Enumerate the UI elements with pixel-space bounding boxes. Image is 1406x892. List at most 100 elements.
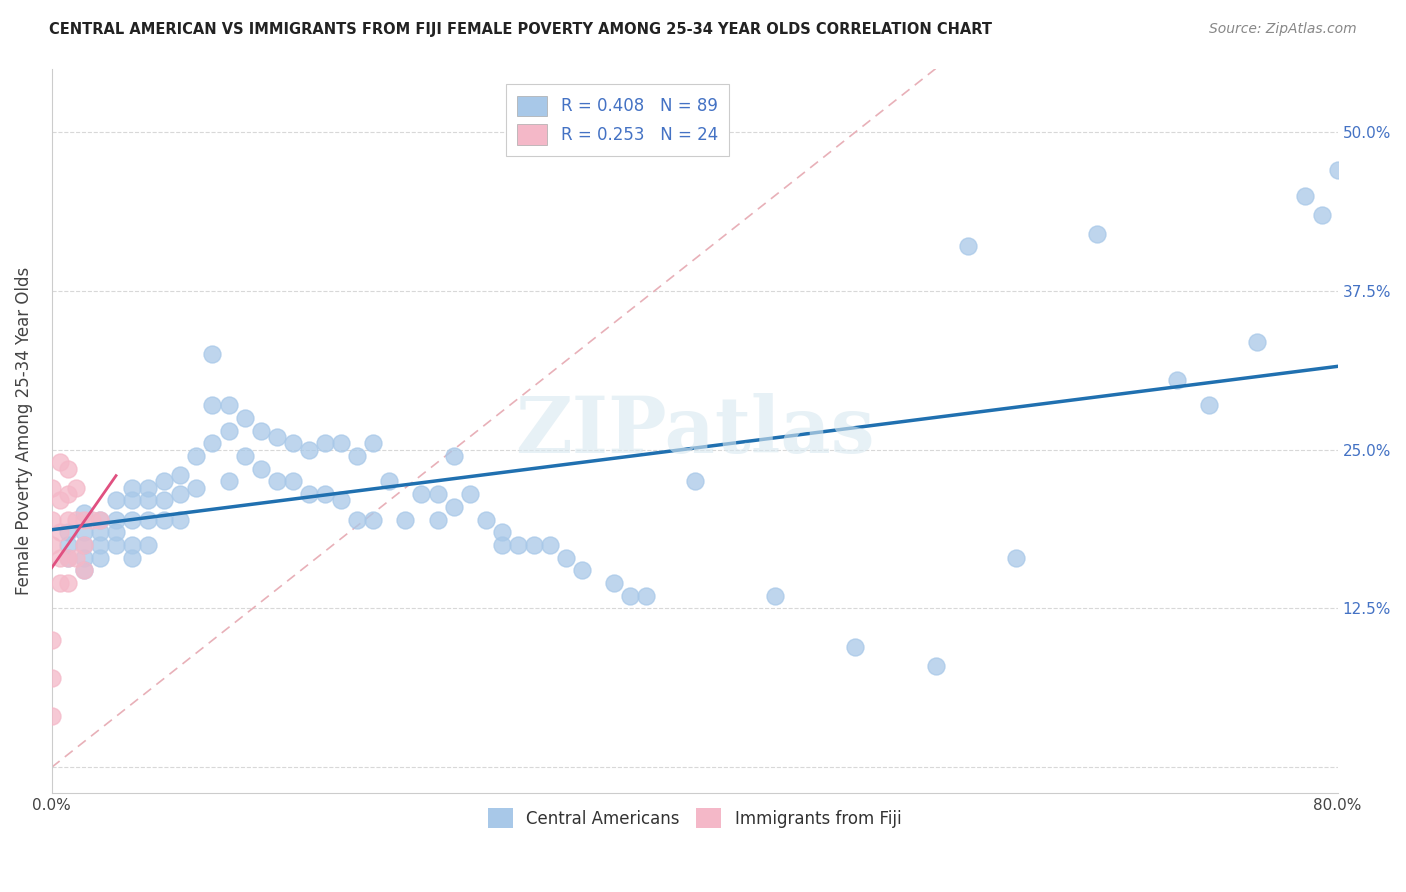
Point xyxy=(844,640,866,654)
Point xyxy=(571,563,593,577)
Point xyxy=(603,576,626,591)
Point xyxy=(73,563,96,577)
Point xyxy=(73,506,96,520)
Point xyxy=(49,576,72,591)
Point xyxy=(105,525,128,540)
Point xyxy=(136,538,159,552)
Point xyxy=(56,487,79,501)
Point xyxy=(361,436,384,450)
Point xyxy=(105,493,128,508)
Point xyxy=(186,449,208,463)
Point xyxy=(925,658,948,673)
Point xyxy=(458,487,481,501)
Text: Source: ZipAtlas.com: Source: ZipAtlas.com xyxy=(1209,22,1357,37)
Point xyxy=(73,538,96,552)
Point xyxy=(136,481,159,495)
Point xyxy=(169,512,191,526)
Point xyxy=(523,538,546,552)
Point xyxy=(281,475,304,489)
Point xyxy=(89,538,111,552)
Point xyxy=(121,512,143,526)
Point xyxy=(153,512,176,526)
Point xyxy=(1166,373,1188,387)
Point xyxy=(314,436,336,450)
Point xyxy=(89,550,111,565)
Point xyxy=(136,493,159,508)
Point xyxy=(1326,163,1348,178)
Point xyxy=(249,424,271,438)
Point xyxy=(56,550,79,565)
Point xyxy=(491,525,513,540)
Point xyxy=(56,538,79,552)
Point xyxy=(169,468,191,483)
Point xyxy=(266,475,288,489)
Point xyxy=(186,481,208,495)
Point xyxy=(89,512,111,526)
Point xyxy=(956,239,979,253)
Point xyxy=(298,487,321,501)
Point xyxy=(346,449,368,463)
Point xyxy=(426,487,449,501)
Point xyxy=(474,512,496,526)
Point xyxy=(201,398,224,412)
Point xyxy=(201,436,224,450)
Point xyxy=(394,512,416,526)
Point xyxy=(121,550,143,565)
Point xyxy=(218,475,240,489)
Point xyxy=(169,487,191,501)
Point xyxy=(1198,398,1220,412)
Point xyxy=(619,589,641,603)
Point xyxy=(65,512,87,526)
Legend: Central Americans, Immigrants from Fiji: Central Americans, Immigrants from Fiji xyxy=(481,801,908,835)
Point xyxy=(1295,188,1317,202)
Point xyxy=(1005,550,1028,565)
Point xyxy=(763,589,786,603)
Point xyxy=(683,475,706,489)
Point xyxy=(298,442,321,457)
Point xyxy=(330,436,353,450)
Point xyxy=(56,550,79,565)
Point xyxy=(41,512,63,526)
Point xyxy=(314,487,336,501)
Point xyxy=(1246,334,1268,349)
Point xyxy=(56,525,79,540)
Point xyxy=(555,550,578,565)
Point xyxy=(378,475,401,489)
Point xyxy=(538,538,561,552)
Point xyxy=(41,481,63,495)
Point xyxy=(73,538,96,552)
Y-axis label: Female Poverty Among 25-34 Year Olds: Female Poverty Among 25-34 Year Olds xyxy=(15,267,32,595)
Point xyxy=(49,525,72,540)
Point xyxy=(80,512,103,526)
Point xyxy=(73,550,96,565)
Point xyxy=(56,512,79,526)
Point xyxy=(73,563,96,577)
Point xyxy=(346,512,368,526)
Point xyxy=(361,512,384,526)
Point xyxy=(105,512,128,526)
Point xyxy=(443,500,465,514)
Point xyxy=(218,424,240,438)
Point xyxy=(218,398,240,412)
Point xyxy=(426,512,449,526)
Point xyxy=(636,589,658,603)
Point xyxy=(73,512,96,526)
Point xyxy=(65,550,87,565)
Point xyxy=(443,449,465,463)
Text: ZIPatlas: ZIPatlas xyxy=(515,392,875,468)
Point xyxy=(121,493,143,508)
Point xyxy=(49,550,72,565)
Point xyxy=(56,461,79,475)
Point xyxy=(105,538,128,552)
Point xyxy=(73,525,96,540)
Point xyxy=(506,538,529,552)
Point xyxy=(233,410,256,425)
Point xyxy=(1310,208,1333,222)
Point xyxy=(233,449,256,463)
Point xyxy=(136,512,159,526)
Point xyxy=(56,576,79,591)
Point xyxy=(41,671,63,685)
Point xyxy=(89,512,111,526)
Point xyxy=(201,347,224,361)
Point xyxy=(281,436,304,450)
